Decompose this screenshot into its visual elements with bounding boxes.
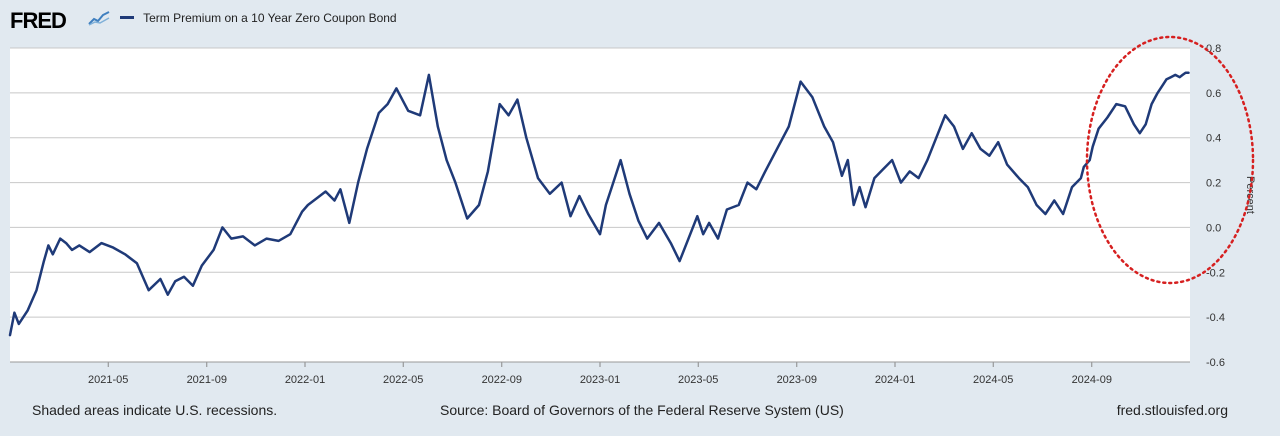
annotation-ellipse bbox=[1085, 35, 1255, 285]
x-tick-label: 2021-05 bbox=[88, 374, 128, 386]
x-tick-label: 2022-09 bbox=[482, 374, 522, 386]
plot-area bbox=[10, 48, 1190, 362]
y-tick-label: 0.4 bbox=[1206, 133, 1221, 145]
y-tick-label: 0.0 bbox=[1206, 222, 1221, 234]
legend-swatch bbox=[120, 16, 134, 20]
y-tick-label: 0.8 bbox=[1206, 43, 1221, 55]
chart-legend[interactable]: Term Premium on a 10 Year Zero Coupon Bo… bbox=[120, 11, 397, 25]
x-tick-label: 2022-05 bbox=[383, 374, 423, 386]
x-tick-label: 2024-09 bbox=[1072, 374, 1112, 386]
x-tick-label: 2024-01 bbox=[875, 374, 915, 386]
x-tick-label: 2024-05 bbox=[973, 374, 1013, 386]
x-tick-label: 2023-09 bbox=[777, 374, 817, 386]
x-tick-label: 2021-09 bbox=[187, 374, 227, 386]
y-tick-label: -0.6 bbox=[1206, 357, 1225, 369]
source-text: Source: Board of Governors of the Federa… bbox=[440, 402, 844, 418]
legend-label: Term Premium on a 10 Year Zero Coupon Bo… bbox=[143, 11, 397, 25]
x-tick-label: 2023-01 bbox=[580, 374, 620, 386]
y-tick-label: -0.4 bbox=[1206, 312, 1225, 324]
trend-line-icon bbox=[88, 10, 110, 26]
site-link[interactable]: fred.stlouisfed.org bbox=[1116, 402, 1228, 418]
y-tick-label: 0.6 bbox=[1206, 88, 1221, 100]
recession-note: Shaded areas indicate U.S. recessions. bbox=[32, 402, 278, 418]
fred-logo[interactable]: FRED bbox=[10, 8, 67, 33]
y-tick-label: -0.2 bbox=[1206, 267, 1225, 279]
x-tick-label: 2022-01 bbox=[285, 374, 325, 386]
x-tick-label: 2023-05 bbox=[678, 374, 718, 386]
series-line bbox=[8, 71, 1190, 337]
y-tick-label: 0.2 bbox=[1206, 178, 1221, 190]
